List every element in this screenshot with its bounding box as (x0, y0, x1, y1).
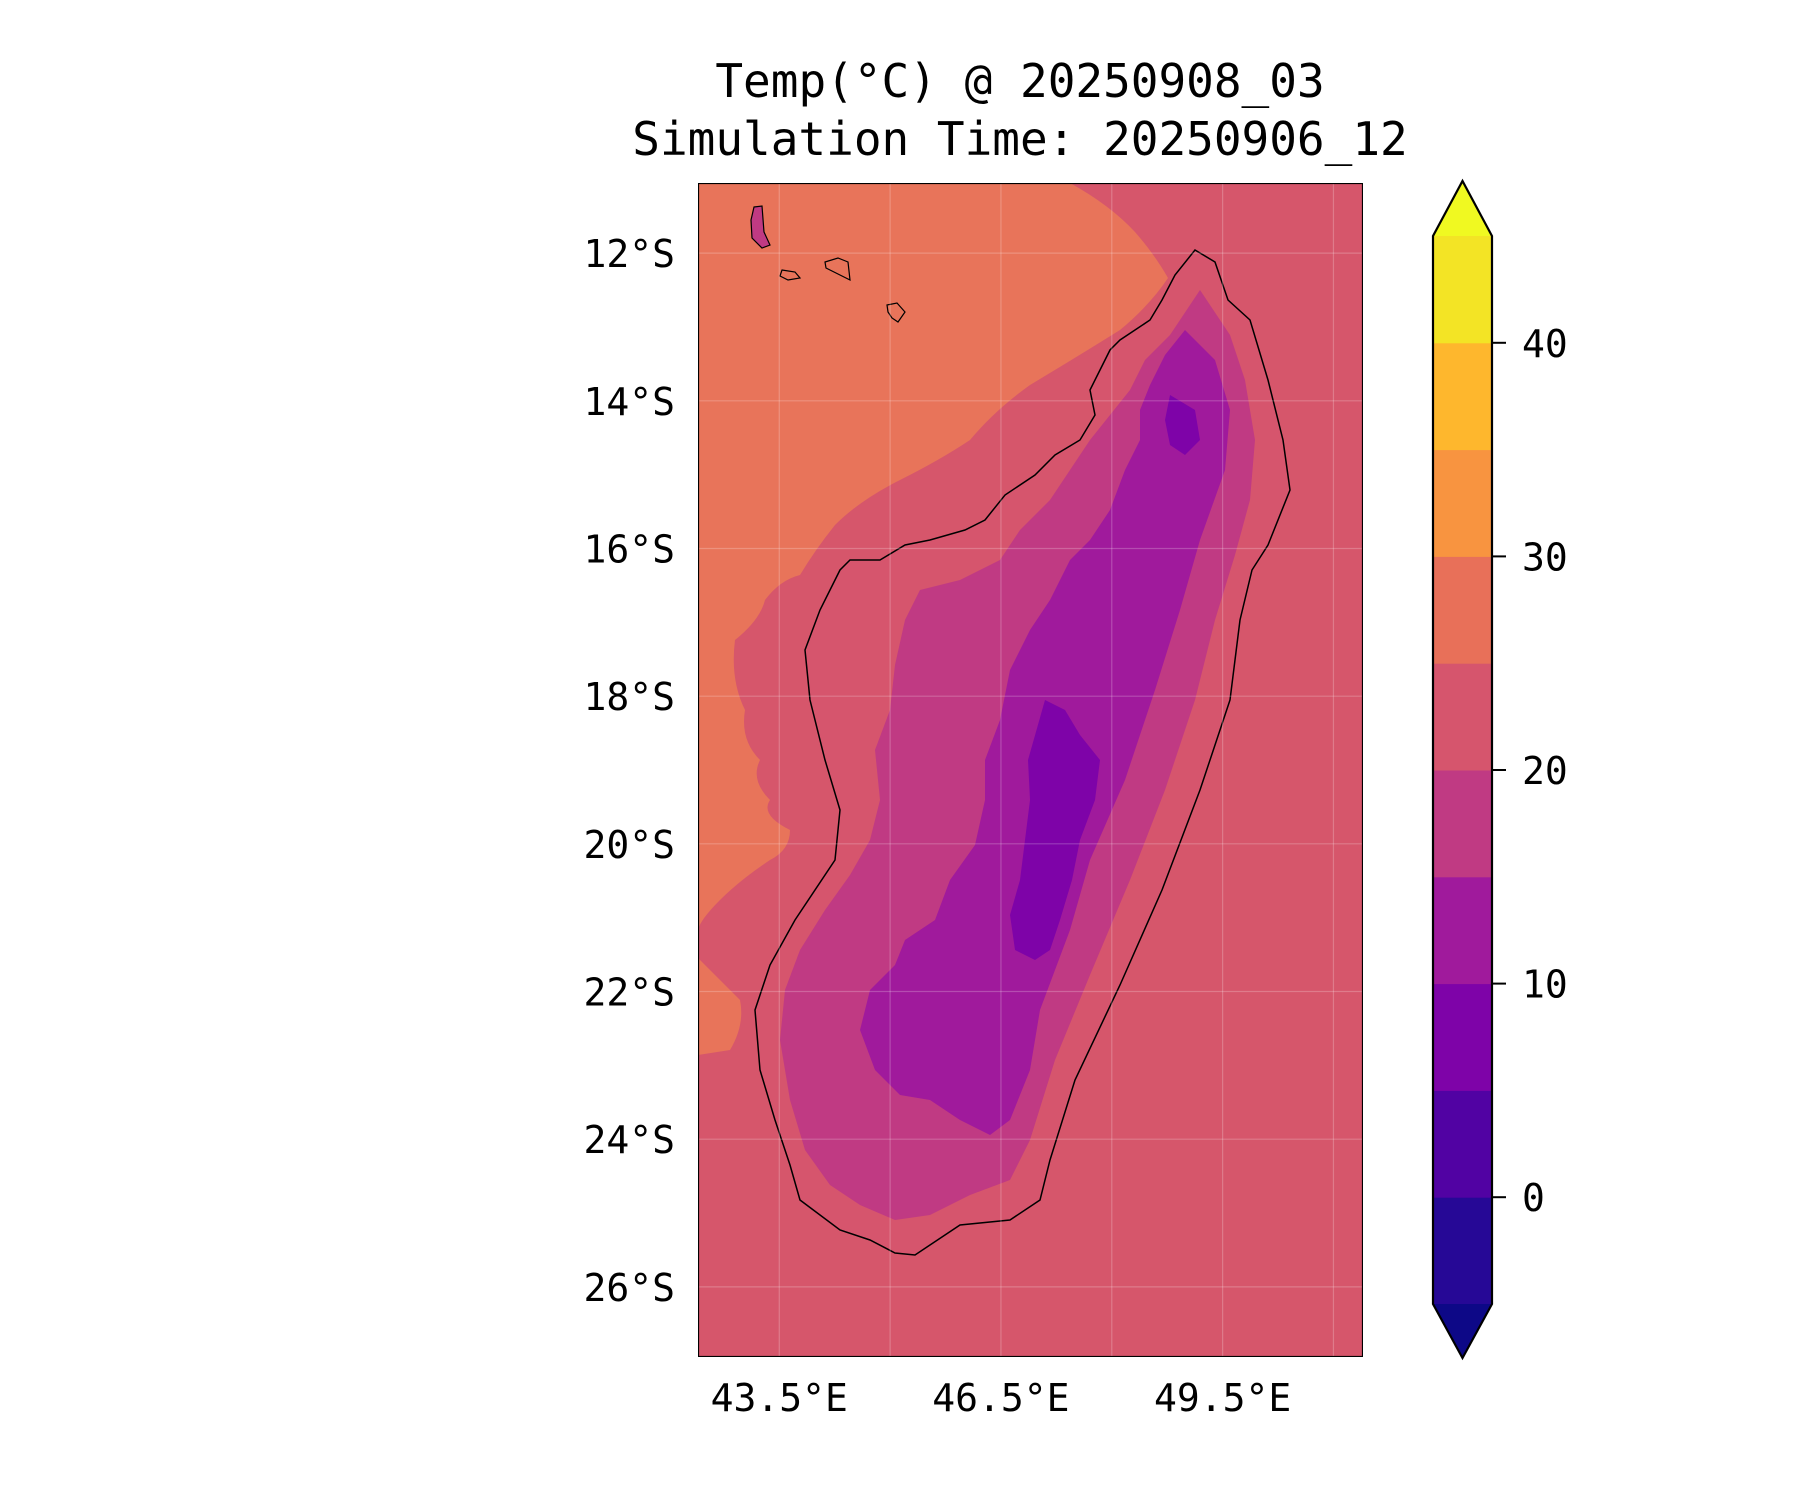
land-band-5-10-north (1165, 395, 1200, 455)
colorbar-tick-label: 20 (1522, 749, 1568, 793)
island-moheli (779, 269, 802, 281)
colorbar-level (1433, 983, 1492, 1091)
lat-tick-label: 20°S (583, 823, 675, 867)
colorbar-level (1433, 1090, 1492, 1198)
madagascar-island (754, 249, 1291, 1256)
colorbar-level (1433, 236, 1492, 344)
map-panel (698, 183, 1363, 1357)
gridlines (698, 183, 1363, 1357)
coastline (754, 249, 1291, 1256)
colorbar-tick-label: 0 (1522, 1176, 1545, 1220)
colorbar-tick-label: 40 (1522, 322, 1568, 366)
colorbar-level (1433, 663, 1492, 771)
lon-tick-label: 43.5°E (711, 1376, 848, 1420)
lat-tick-label: 18°S (583, 675, 675, 719)
island-mayotte (886, 302, 906, 323)
lat-tick-label: 26°S (583, 1266, 675, 1310)
lat-tick-label: 22°S (583, 971, 675, 1015)
colorbar-extend-under (1433, 1304, 1492, 1358)
colorbar-level (1433, 556, 1492, 664)
colorbar-level (1433, 1197, 1492, 1305)
lat-tick-label: 12°S (583, 232, 675, 276)
title-line-1: Temp(°C) @ 20250908_03 (715, 54, 1324, 108)
lon-tick-label: 46.5°E (932, 1376, 1069, 1420)
ocean-west-warm-region (698, 183, 1168, 1055)
lat-tick-label: 14°S (583, 380, 675, 424)
colorbar-extend-over (1433, 181, 1492, 236)
latitude-labels: 12°S 14°S 16°S 18°S 20°S 22°S 24°S 26°S (583, 232, 675, 1310)
island-anjouan (824, 257, 851, 282)
colorbar-level (1433, 876, 1492, 985)
longitude-labels: 43.5°E 46.5°E 49.5°E (711, 1376, 1292, 1420)
colorbar-tick-label: 10 (1522, 963, 1568, 1007)
colorbar: 0 10 20 30 40 (1431, 178, 1568, 1361)
colorbar-level (1433, 342, 1492, 451)
island-grande-comore (750, 205, 771, 249)
lon-tick-label: 49.5°E (1154, 1376, 1291, 1420)
colorbar-level (1433, 449, 1492, 557)
comoros-islands (750, 205, 906, 323)
title-line-2: Simulation Time: 20250906_12 (632, 112, 1407, 166)
colorbar-level (1433, 770, 1492, 878)
lat-tick-label: 24°S (583, 1118, 675, 1162)
lat-tick-label: 16°S (583, 527, 675, 571)
colorbar-tick-label: 30 (1522, 535, 1568, 579)
colorbar-outline (1431, 178, 1494, 1361)
land-band-5-10 (1010, 700, 1100, 960)
